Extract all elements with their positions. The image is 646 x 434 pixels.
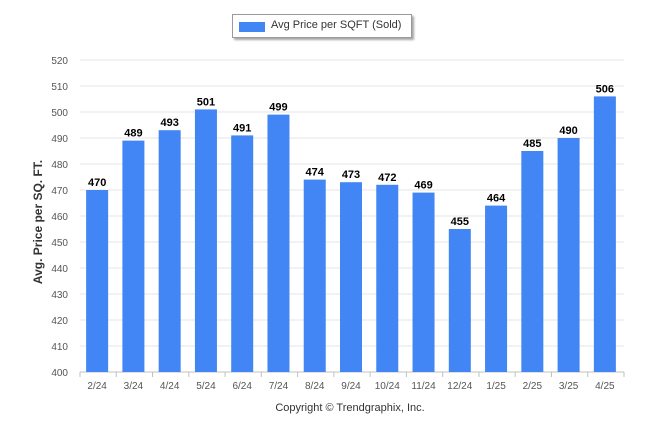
data-label: 472 [378, 172, 396, 184]
x-tick-label: 11/24 [411, 381, 436, 392]
x-tick-label: 1/25 [486, 381, 506, 392]
y-tick-label: 430 [51, 290, 68, 301]
x-tick-label: 4/24 [160, 381, 180, 392]
x-tick-label: 8/24 [305, 381, 325, 392]
bar-6/24[interactable] [231, 135, 254, 372]
x-tick-label: 4/25 [595, 381, 615, 392]
x-axis-ticks: 2/24 3/24 4/24 5/24 6/24 7/24 8/24 9/24 10/24 11/… [79, 372, 625, 392]
x-tick-label: 12/24 [447, 381, 472, 392]
y-axis-label: Avg. Price per SQ. FT. [31, 160, 45, 284]
x-tick-label: 3/25 [559, 381, 579, 392]
bar-3/24[interactable] [122, 140, 145, 372]
bar-4/25[interactable] [593, 96, 616, 373]
x-tick-label: 2/25 [523, 381, 543, 392]
bar-7/24[interactable] [267, 114, 290, 372]
bar-2/25[interactable] [521, 151, 544, 372]
y-tick-label: 490 [51, 134, 68, 145]
bar-9/24[interactable] [340, 182, 362, 372]
y-tick-label: 440 [51, 264, 68, 275]
data-label: 473 [342, 169, 360, 181]
data-label: 464 [487, 193, 506, 205]
x-tick-label: 2/24 [87, 381, 107, 392]
bar-3/25[interactable] [557, 138, 580, 372]
x-tick-label: 3/24 [124, 381, 144, 392]
y-tick-label: 450 [51, 238, 68, 249]
data-label: 470 [88, 177, 106, 189]
data-label: 485 [523, 138, 541, 150]
y-tick-label: 470 [51, 186, 68, 197]
legend-label: Avg Price per SQFT (Sold) [271, 19, 402, 31]
y-tick-label: 400 [51, 368, 68, 379]
bar-1/25[interactable] [485, 205, 508, 372]
y-tick-label: 500 [51, 108, 68, 119]
bar-11/24[interactable] [412, 192, 435, 372]
x-tick-label: 7/24 [269, 381, 289, 392]
data-label: 506 [596, 83, 614, 95]
data-label: 499 [269, 102, 287, 114]
x-tick-label: 5/24 [196, 381, 216, 392]
y-axis-ticks: 400 410 420 430 440 450 460 470 480 490 500 510 520 [51, 56, 68, 379]
bar-4/24[interactable] [158, 130, 181, 372]
bar-2/24[interactable] [86, 190, 109, 372]
y-tick-label: 480 [51, 160, 68, 171]
x-tick-label: 6/24 [232, 381, 252, 392]
y-tick-label: 520 [51, 56, 68, 67]
data-label: 491 [233, 122, 251, 134]
data-labels: 470 489 493 501 491 499 474 473 472 469 455 464 485 4… [88, 83, 614, 228]
y-tick-label: 460 [51, 212, 68, 223]
data-label: 501 [197, 96, 215, 108]
y-tick-label: 420 [51, 316, 68, 327]
y-tick-label: 410 [51, 342, 68, 353]
legend-swatch [239, 22, 265, 32]
bar-12/24[interactable] [448, 229, 471, 372]
bar-8/24[interactable] [303, 179, 326, 372]
data-label: 493 [160, 117, 178, 129]
x-tick-label: 10/24 [375, 381, 400, 392]
bar-10/24[interactable] [376, 184, 399, 372]
bars [86, 96, 616, 373]
data-label: 490 [559, 125, 577, 137]
data-label: 455 [451, 216, 469, 228]
legend[interactable]: Avg Price per SQFT (Sold) [232, 14, 412, 38]
x-tick-label: 9/24 [341, 381, 361, 392]
y-tick-label: 510 [51, 82, 68, 93]
copyright-text: Copyright © Trendgraphix, Inc. [275, 402, 425, 414]
data-label: 474 [306, 167, 325, 179]
data-label: 489 [124, 128, 142, 140]
bar-5/24[interactable] [194, 109, 217, 373]
data-label: 469 [414, 180, 432, 192]
